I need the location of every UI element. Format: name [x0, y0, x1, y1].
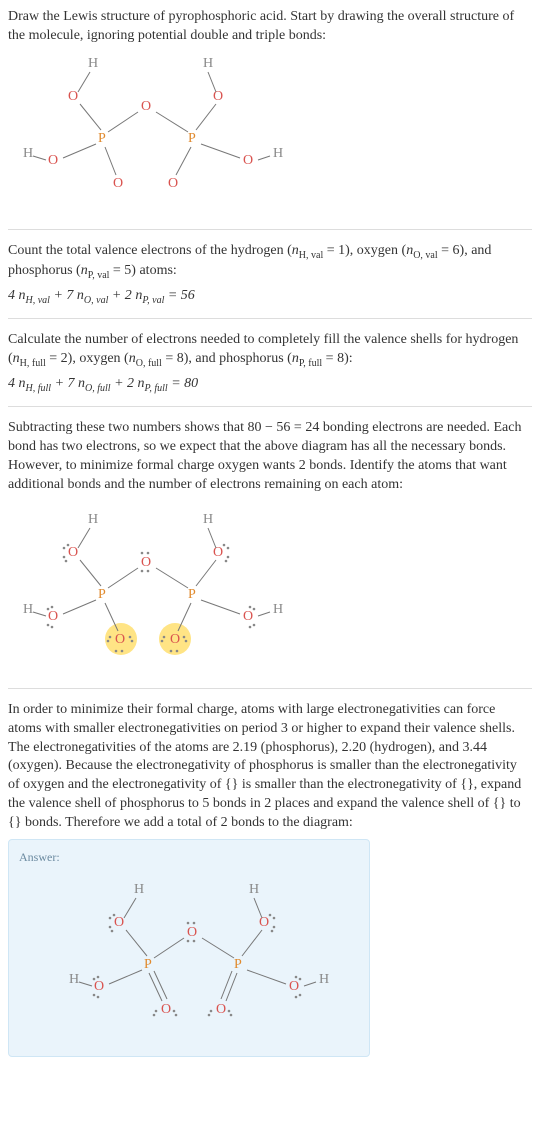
text-fragment: = 1), oxygen (	[323, 243, 406, 258]
svg-text:O: O	[259, 915, 269, 930]
bond	[78, 528, 90, 548]
atom-p: P	[188, 587, 196, 602]
structure-lonepairs: H O H O O P P H O H O O O	[8, 501, 532, 676]
divider	[8, 406, 532, 407]
svg-text:O: O	[114, 915, 124, 930]
bond	[78, 72, 90, 92]
bond	[201, 144, 240, 158]
bond	[156, 568, 188, 588]
bond	[80, 104, 101, 130]
bond	[196, 560, 216, 586]
text-fragment: Count the total valence electrons of the…	[8, 243, 292, 258]
atom-o: O	[48, 153, 58, 168]
divider	[8, 688, 532, 689]
divider	[8, 318, 532, 319]
bond	[208, 72, 216, 92]
svg-text:H: H	[249, 882, 259, 897]
text-fragment: = 8):	[322, 351, 352, 366]
svg-text:O: O	[289, 979, 299, 994]
valence-formula: 4 nH, val + 7 nO, val + 2 nP, val = 56	[8, 288, 532, 306]
full-shell-text: Calculate the number of electrons needed…	[8, 331, 532, 370]
bond	[201, 600, 240, 614]
bond	[33, 156, 46, 160]
bond	[108, 568, 138, 588]
svg-text:H: H	[69, 972, 79, 987]
atom-p: P	[98, 131, 106, 146]
divider	[8, 229, 532, 230]
atom-h: H	[23, 146, 33, 161]
answer-box: Answer: H O H O O P P H O H O O O	[8, 839, 370, 1057]
bonding-text: Subtracting these two numbers shows that…	[8, 419, 532, 495]
atom-h: H	[23, 602, 33, 617]
atom-o-bridge: O	[141, 99, 151, 114]
svg-text:H: H	[319, 972, 329, 987]
atom-h: H	[88, 512, 98, 527]
atom-h: H	[203, 512, 213, 527]
valence-text: Count the total valence electrons of the…	[8, 242, 532, 283]
bond	[176, 147, 191, 175]
atom-o: O	[68, 89, 78, 104]
structure-final: H O H O O P P H O H O O O	[19, 871, 339, 1041]
atom-o: O	[113, 176, 123, 191]
atom-h: H	[273, 602, 283, 617]
atom-o: O	[48, 609, 58, 624]
bond	[63, 600, 96, 614]
svg-text:H: H	[134, 882, 144, 897]
structure-basic: H O H O O P P H O H O O O	[8, 52, 532, 217]
text-fragment: = 2), oxygen (	[46, 351, 129, 366]
svg-text:O: O	[94, 979, 104, 994]
atom-o: O	[243, 153, 253, 168]
bond	[108, 112, 138, 132]
svg-text:P: P	[234, 957, 242, 972]
full-formula: 4 nH, full + 7 nO, full + 2 nP, full = 8…	[8, 376, 532, 394]
bond	[156, 112, 188, 132]
atom-o: O	[170, 632, 180, 647]
atom-p: P	[98, 587, 106, 602]
svg-text:O: O	[161, 1002, 171, 1017]
bond	[208, 528, 216, 548]
intro-text: Draw the Lewis structure of pyrophosphor…	[8, 8, 532, 46]
atom-p: P	[188, 131, 196, 146]
text-fragment: = 8), and phosphorus (	[162, 351, 292, 366]
atom-o: O	[68, 545, 78, 560]
bond	[196, 104, 216, 130]
answer-label: Answer:	[19, 850, 359, 865]
bond	[105, 147, 116, 175]
bond	[258, 612, 270, 616]
atom-h: H	[273, 146, 283, 161]
text-fragment: = 5) atoms:	[109, 263, 176, 278]
expand-text: In order to minimize their formal charge…	[8, 701, 532, 833]
svg-text:O: O	[216, 1002, 226, 1017]
atom-o: O	[168, 176, 178, 191]
atom-h: H	[203, 56, 213, 71]
atom-o: O	[115, 632, 125, 647]
atom-o: O	[213, 545, 223, 560]
atom-o-bridge: O	[141, 555, 151, 570]
bond	[33, 612, 46, 616]
bond	[63, 144, 96, 158]
svg-text:O: O	[187, 925, 197, 940]
svg-text:P: P	[144, 957, 152, 972]
bond	[80, 560, 101, 586]
bond	[258, 156, 270, 160]
atom-o: O	[213, 89, 223, 104]
atom-o: O	[243, 609, 253, 624]
atom-h: H	[88, 56, 98, 71]
